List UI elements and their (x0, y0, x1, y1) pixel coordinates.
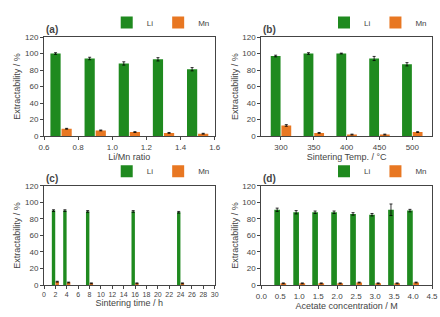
svg-text:Extractability / %: Extractability / % (230, 53, 240, 120)
svg-text:80: 80 (29, 66, 38, 75)
svg-text:Sintering Temp. / °C: Sintering Temp. / °C (307, 152, 387, 162)
svg-text:100: 100 (25, 198, 39, 207)
svg-text:0: 0 (42, 291, 46, 298)
svg-text:4.0: 4.0 (407, 292, 419, 301)
svg-text:Extractability / %: Extractability / % (12, 202, 22, 269)
svg-text:2.5: 2.5 (351, 292, 363, 301)
svg-text:Sintering time / h: Sintering time / h (96, 298, 164, 308)
svg-text:0.0: 0.0 (256, 292, 268, 301)
svg-text:3.0: 3.0 (370, 292, 382, 301)
svg-text:Extractability / %: Extractability / % (12, 53, 22, 120)
svg-text:1.0: 1.0 (294, 292, 306, 301)
svg-text:3.5: 3.5 (388, 292, 400, 301)
svg-text:450: 450 (373, 143, 387, 152)
svg-text:0: 0 (34, 132, 39, 141)
svg-text:40: 40 (247, 248, 256, 257)
svg-text:Acetate concentration / M: Acetate concentration / M (296, 301, 398, 311)
svg-text:1.0: 1.0 (107, 143, 119, 152)
svg-text:20: 20 (247, 115, 256, 124)
svg-text:Mn: Mn (415, 19, 426, 28)
svg-text:40: 40 (247, 99, 256, 108)
svg-text:0: 0 (34, 281, 39, 290)
svg-text:28: 28 (199, 291, 207, 298)
svg-text:120: 120 (242, 182, 256, 191)
svg-text:40: 40 (29, 248, 38, 257)
svg-text:1.6: 1.6 (209, 143, 221, 152)
svg-text:10: 10 (97, 291, 105, 298)
svg-text:1.4: 1.4 (175, 143, 187, 152)
svg-text:Li: Li (364, 19, 370, 28)
svg-text:(a): (a) (46, 24, 58, 35)
svg-text:80: 80 (247, 66, 256, 75)
svg-text:22: 22 (165, 291, 173, 298)
svg-text:Li: Li (147, 167, 153, 176)
svg-text:80: 80 (247, 215, 256, 224)
svg-text:0.8: 0.8 (73, 143, 85, 152)
svg-text:16: 16 (131, 291, 139, 298)
svg-text:Mn: Mn (415, 167, 426, 176)
svg-text:500: 500 (406, 143, 420, 152)
svg-text:0.5: 0.5 (275, 292, 287, 301)
svg-text:2: 2 (53, 291, 57, 298)
svg-text:20: 20 (154, 291, 162, 298)
svg-text:300: 300 (274, 143, 288, 152)
svg-text:100: 100 (25, 49, 39, 58)
svg-text:100: 100 (242, 49, 256, 58)
svg-text:Mn: Mn (198, 19, 209, 28)
svg-text:Li: Li (364, 167, 370, 176)
svg-text:8: 8 (88, 291, 92, 298)
svg-text:2.0: 2.0 (332, 292, 344, 301)
svg-text:60: 60 (29, 231, 38, 240)
svg-text:6: 6 (76, 291, 80, 298)
svg-text:4.5: 4.5 (426, 292, 438, 301)
svg-text:0.6: 0.6 (38, 143, 50, 152)
svg-text:24: 24 (177, 291, 185, 298)
svg-text:120: 120 (25, 33, 39, 42)
svg-text:18: 18 (143, 291, 151, 298)
svg-text:1.2: 1.2 (141, 143, 153, 152)
svg-text:60: 60 (247, 231, 256, 240)
svg-text:20: 20 (247, 264, 256, 273)
svg-text:20: 20 (29, 115, 38, 124)
svg-text:100: 100 (242, 198, 256, 207)
svg-text:20: 20 (29, 264, 38, 273)
svg-text:1.5: 1.5 (313, 292, 325, 301)
svg-text:(c): (c) (46, 173, 58, 184)
svg-text:40: 40 (29, 99, 38, 108)
svg-text:60: 60 (29, 82, 38, 91)
svg-text:120: 120 (25, 182, 39, 191)
svg-text:Li: Li (147, 19, 153, 28)
svg-text:Extractability / %: Extractability / % (230, 202, 240, 269)
svg-text:26: 26 (188, 291, 196, 298)
svg-text:0: 0 (251, 281, 256, 290)
svg-text:14: 14 (120, 291, 128, 298)
svg-text:350: 350 (307, 143, 321, 152)
svg-text:12: 12 (108, 291, 116, 298)
svg-text:(b): (b) (263, 24, 276, 35)
svg-text:(d): (d) (263, 173, 276, 184)
svg-text:0: 0 (251, 132, 256, 141)
svg-text:60: 60 (247, 82, 256, 91)
svg-text:120: 120 (242, 33, 256, 42)
svg-text:80: 80 (29, 215, 38, 224)
svg-text:30: 30 (211, 291, 219, 298)
svg-text:400: 400 (340, 143, 354, 152)
svg-text:Li/Mn ratio: Li/Mn ratio (108, 152, 150, 162)
svg-text:4: 4 (65, 291, 69, 298)
svg-text:Mn: Mn (198, 167, 209, 176)
